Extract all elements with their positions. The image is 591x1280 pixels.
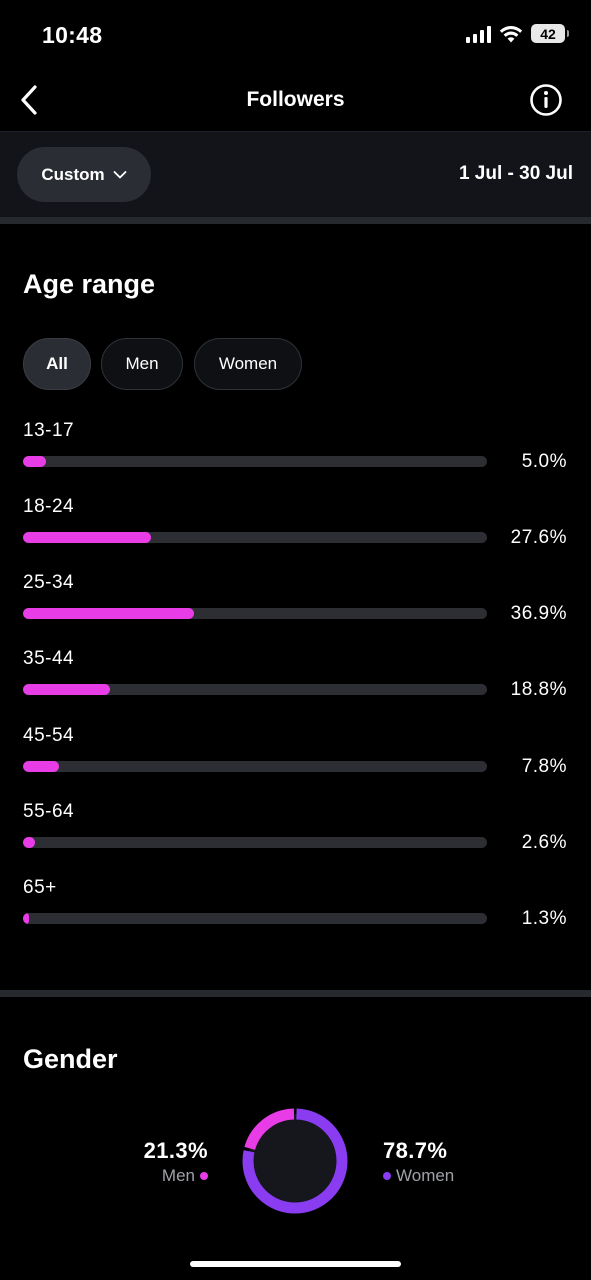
- age-row-label: 13-17: [23, 420, 75, 441]
- filter-all-label: All: [46, 354, 68, 373]
- age-row: 55-64 2.6%: [0, 801, 591, 877]
- filter-men-label: Men: [125, 354, 159, 373]
- date-range: 1 Jul - 30 Jul: [458, 163, 573, 184]
- cellular-signal-icon: [466, 25, 491, 43]
- age-bar-fill: [23, 837, 36, 848]
- back-arrow-icon[interactable]: [14, 82, 44, 118]
- age-bar-fill: [23, 684, 111, 695]
- age-row-percent: 7.8%: [521, 756, 567, 777]
- age-bar-track: [23, 684, 487, 695]
- age-row-label: 65+: [23, 877, 57, 898]
- age-row-label: 25-34: [23, 572, 75, 593]
- age-row: 13-17 5.0%: [0, 420, 591, 496]
- age-bar-track: [23, 456, 487, 467]
- age-bar-track: [23, 608, 487, 619]
- age-row-percent: 5.0%: [521, 451, 567, 472]
- filter-women-tab[interactable]: Women: [194, 338, 302, 390]
- age-bar-track: [23, 913, 487, 924]
- men-percent: 21.3%: [143, 1138, 208, 1163]
- women-label: Women: [396, 1166, 455, 1185]
- status-bar: 10:48 42: [0, 0, 591, 70]
- age-row: 65+ 1.3%: [0, 877, 591, 953]
- age-row-label: 45-54: [23, 725, 75, 746]
- age-row: 45-54 7.8%: [0, 725, 591, 801]
- age-range-title: Age range: [23, 269, 156, 299]
- age-row-percent: 36.9%: [510, 603, 567, 624]
- donut-segment-women: [242, 1108, 348, 1214]
- women-legend-dot: [383, 1172, 391, 1180]
- period-dropdown-label: Custom: [41, 164, 105, 184]
- age-row: 35-44 18.8%: [0, 648, 591, 724]
- section-divider: [0, 990, 591, 997]
- filter-women-label: Women: [218, 354, 278, 373]
- age-bar-track: [23, 837, 487, 848]
- status-time: 10:48: [42, 22, 103, 48]
- filter-men-tab[interactable]: Men: [101, 338, 183, 390]
- women-stat: 78.7% Women: [383, 1138, 454, 1186]
- age-bar-fill: [23, 532, 152, 543]
- chevron-down-icon: [113, 170, 127, 178]
- filter-all-tab[interactable]: All: [23, 338, 91, 390]
- age-row-percent: 1.3%: [521, 908, 567, 929]
- age-row-percent: 27.6%: [510, 527, 567, 548]
- wifi-icon: [499, 25, 523, 42]
- status-icons: 42: [466, 24, 569, 43]
- battery-icon: 42: [531, 24, 569, 43]
- age-row-label: 35-44: [23, 648, 75, 669]
- women-legend: Women: [383, 1166, 454, 1186]
- gender-donut-chart: [242, 1108, 348, 1214]
- gender-chart: 21.3% Men 78.7% Women: [0, 1100, 591, 1230]
- nav-bar: Followers: [0, 70, 591, 131]
- age-row-label: 55-64: [23, 801, 75, 822]
- age-row: 18-24 27.6%: [0, 496, 591, 572]
- men-stat: 21.3% Men: [144, 1138, 208, 1186]
- men-legend-dot: [200, 1172, 208, 1180]
- age-bar-fill: [23, 761, 60, 772]
- home-indicator[interactable]: [190, 1261, 401, 1267]
- men-legend: Men: [144, 1166, 208, 1186]
- gender-title: Gender: [23, 1044, 118, 1074]
- age-bar-fill: [23, 913, 30, 924]
- period-dropdown-button[interactable]: Custom: [17, 147, 151, 202]
- age-bar-fill: [23, 456, 47, 467]
- age-row-percent: 18.8%: [510, 679, 567, 700]
- age-row-percent: 2.6%: [521, 832, 567, 853]
- age-bar-track: [23, 532, 487, 543]
- men-label: Men: [161, 1166, 195, 1185]
- women-percent: 78.7%: [383, 1138, 448, 1163]
- date-filter-bar: Custom 1 Jul - 30 Jul: [0, 131, 591, 218]
- age-bar-fill: [23, 608, 195, 619]
- age-bar-track: [23, 761, 487, 772]
- age-row: 25-34 36.9%: [0, 572, 591, 648]
- section-divider: [0, 217, 591, 224]
- page-title: Followers: [246, 88, 345, 111]
- age-row-label: 18-24: [23, 496, 75, 517]
- info-icon[interactable]: [529, 83, 563, 117]
- donut-center: [248, 1114, 342, 1208]
